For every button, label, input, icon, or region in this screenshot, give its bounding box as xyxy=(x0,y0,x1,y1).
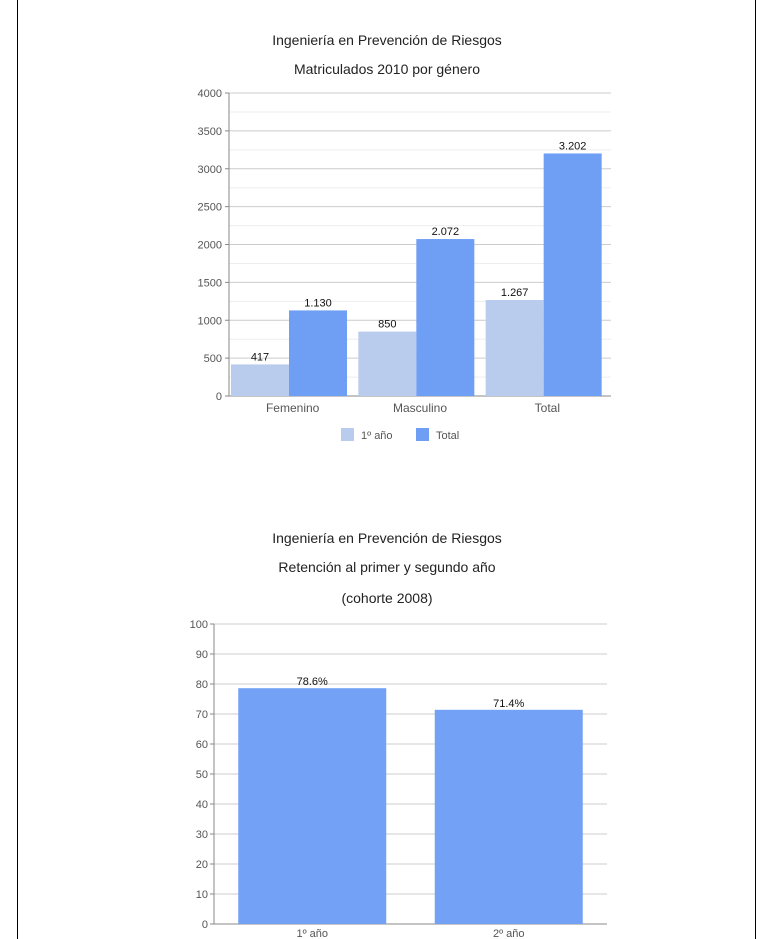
bar xyxy=(358,331,417,396)
legend-label: 1º año xyxy=(361,430,393,442)
chart2-title: Ingeniería en Prevención de Riesgos xyxy=(272,530,502,546)
chart1-svg: 0 500 1000 1500 2000 2500 3000 3500 4000 417 1.130… xyxy=(198,88,611,442)
x-tick-label: Femenino xyxy=(266,401,320,415)
bar xyxy=(416,239,475,396)
data-label: 417 xyxy=(251,351,269,363)
y-tick-label: 3000 xyxy=(198,164,222,176)
chart1-title: Ingeniería en Prevención de Riesgos xyxy=(272,32,502,48)
bar xyxy=(543,153,602,396)
data-label: 850 xyxy=(378,319,396,331)
y-tick-label: 0 xyxy=(216,391,222,403)
bar xyxy=(231,364,289,396)
page-frame xyxy=(17,0,756,939)
bar xyxy=(289,310,347,396)
legend-label: Total xyxy=(436,430,459,442)
chart1-subtitle: Matriculados 2010 por género xyxy=(293,61,480,77)
chart2-subtitle2: (cohorte 2008) xyxy=(341,590,433,606)
y-tick-label: 3500 xyxy=(198,126,222,138)
y-tick-label: 2000 xyxy=(198,240,222,252)
bar xyxy=(485,300,544,396)
data-label: 1.130 xyxy=(304,297,332,309)
y-tick-label: 500 xyxy=(204,353,222,365)
data-label: 2.072 xyxy=(432,226,460,238)
y-tick-label: 2500 xyxy=(198,202,222,214)
chart2-subtitle: Retención al primer y segundo año xyxy=(278,559,496,575)
x-tick-label: Total xyxy=(535,401,560,415)
y-tick-label: 1500 xyxy=(198,277,222,289)
x-tick-label: Masculino xyxy=(393,401,447,415)
data-label: 1.267 xyxy=(501,287,529,299)
data-label: 3.202 xyxy=(559,140,587,152)
y-tick-label: 4000 xyxy=(198,88,222,100)
legend-swatch xyxy=(416,428,429,441)
y-tick-label: 1000 xyxy=(198,315,222,327)
legend-swatch xyxy=(341,428,354,441)
